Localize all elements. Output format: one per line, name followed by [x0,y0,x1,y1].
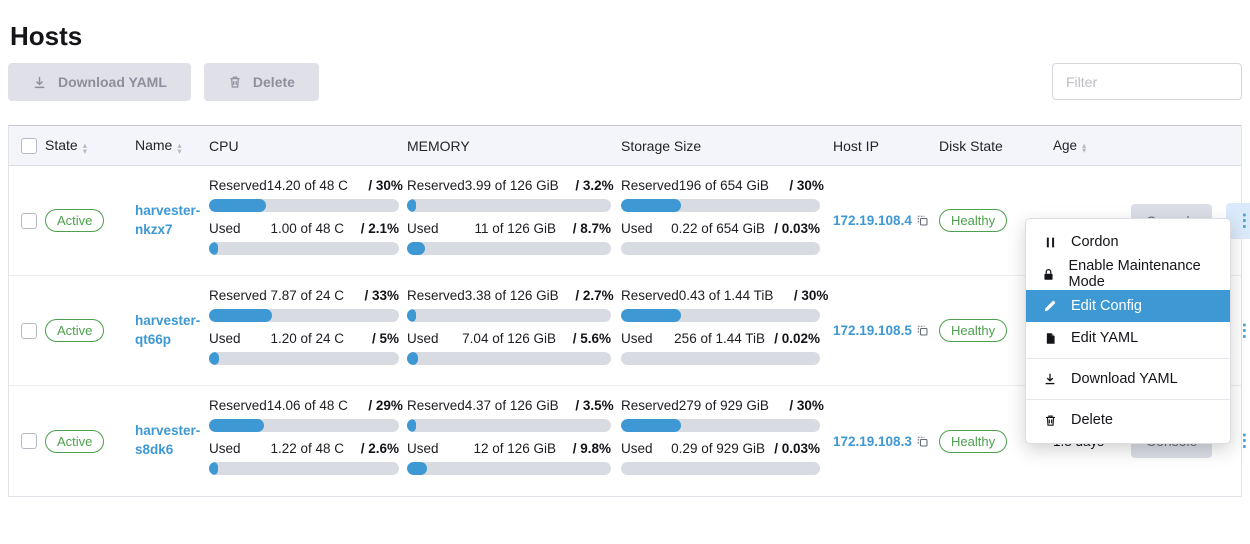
state-badge: Active [45,209,105,232]
menu-item-cordon[interactable]: Cordon [1026,226,1230,258]
delete-button[interactable]: Delete [203,63,319,101]
menu-divider [1026,399,1230,400]
disk-state-badge: Healthy [939,429,1008,453]
cpu-reserved-bar [209,308,399,322]
row-checkbox[interactable] [21,212,37,229]
storage-reserved-bar [621,419,820,432]
memory-meter: Reserved 3.99 of 126 GiB/ 3.2% Used 11 of … [407,178,614,255]
header-name[interactable]: Name ▴ ▾ [135,137,182,156]
sort-icon: ▴ ▾ [1082,139,1087,155]
row-actions-context-menu: Cordon Enable Maintenance Mode Edit Conf… [1025,218,1231,444]
select-all-checkbox[interactable] [21,137,37,154]
host-ip: 172.19.108.4 [833,213,912,228]
state-badge: Active [45,319,105,342]
storage-reserved-bar [621,198,820,212]
trash-icon [1042,414,1058,427]
pause-icon [1042,236,1058,249]
header-memory[interactable]: MEMORY [407,137,470,154]
host-name-link[interactable]: harvester-nkzx7 [135,202,201,237]
delete-label: Delete [252,74,295,90]
pencil-icon [1042,299,1058,313]
cpu-meter: Reserved 7.87 of 24 C/ 33% Used 1.20 of 24… [209,288,399,365]
storage-meter: Reserved 0.43 of 1.44 TiB/ 30% Used 256 of… [621,288,828,365]
memory-meter: Reserved 3.38 of 126 GiB/ 2.7% Used 7.04 o… [407,288,614,365]
memory-used-bar [407,351,611,365]
table-row: Active harvester-nkzx7 Reserved 14.20 of … [9,166,1250,276]
menu-item-edit-config[interactable]: Edit Config [1026,290,1230,322]
row-actions-menu-button[interactable]: ⋮ [1226,313,1250,349]
header-host-ip[interactable]: Host IP [833,137,879,154]
row-checkbox[interactable] [21,433,37,449]
menu-item-enable-maintenance-mode[interactable]: Enable Maintenance Mode [1026,258,1230,290]
memory-used-bar [407,241,611,255]
cpu-used-bar [209,351,399,365]
cpu-reserved-bar [209,419,399,432]
table-header-row: State ▴ ▾ Name ▴ ▾ CPU MEMORY Storage Size H… [9,126,1241,166]
disk-state-badge: Healthy [939,209,1008,232]
copy-icon[interactable] [916,214,929,227]
kebab-icon: ⋮ [1235,320,1250,340]
memory-reserved-bar [407,419,611,432]
storage-meter: Reserved 196 of 654 GiB/ 30% Used 0.22 of … [621,178,824,255]
cpu-used-bar [209,241,399,255]
host-ip: 172.19.108.5 [833,323,912,338]
header-storage[interactable]: Storage Size [621,137,702,154]
header-state[interactable]: State ▴ ▾ [45,137,87,156]
download-yaml-button[interactable]: Download YAML [8,63,191,101]
memory-reserved-bar [407,198,611,212]
download-icon [32,75,47,90]
menu-divider [1026,358,1230,359]
cpu-meter: Reserved 14.06 of 48 C/ 29% Used 1.22 of 4… [209,398,403,475]
cpu-used-bar [209,462,399,475]
trash-icon [228,75,242,89]
kebab-icon: ⋮ [1235,210,1250,230]
header-age[interactable]: Age ▴ ▾ [1053,137,1087,155]
row-actions-menu-button[interactable]: ⋮ [1226,423,1250,459]
sort-icon: ▴ ▾ [82,140,87,156]
file-icon [1042,332,1058,345]
memory-meter: Reserved 4.37 of 126 GiB/ 3.5% Used 12 of … [407,398,614,475]
row-actions-menu-button[interactable]: ⋮ [1226,202,1250,239]
copy-icon[interactable] [916,324,929,337]
storage-used-bar [621,462,820,475]
memory-reserved-bar [407,308,611,322]
menu-item-download-yaml[interactable]: Download YAML [1026,363,1230,395]
storage-reserved-bar [621,308,820,322]
download-yaml-label: Download YAML [58,74,167,90]
disk-state-badge: Healthy [939,319,1008,342]
header-disk-state[interactable]: Disk State [939,137,1003,154]
storage-used-bar [621,241,820,255]
memory-used-bar [407,462,611,475]
cpu-reserved-bar [209,198,399,212]
toolbar: Download YAML Delete [8,63,319,101]
cpu-meter: Reserved 14.20 of 48 C/ 30% Used 1.00 of 4… [209,178,403,255]
menu-item-edit-yaml[interactable]: Edit YAML [1026,322,1230,354]
table-row: Active harvester-qt66p Reserved 7.87 of 2… [9,276,1250,386]
page-title: Hosts [10,21,83,52]
table-row: Active harvester-s8dk6 Reserved 14.06 of … [9,386,1250,496]
header-cpu[interactable]: CPU [209,137,239,154]
menu-item-delete[interactable]: Delete [1026,404,1230,436]
sort-icon: ▴ ▾ [177,140,182,156]
filter-input[interactable] [1052,63,1242,100]
lock-icon [1042,268,1056,281]
host-ip: 172.19.108.3 [833,433,912,449]
copy-icon[interactable] [916,435,929,448]
row-checkbox[interactable] [21,322,37,339]
storage-meter: Reserved 279 of 929 GiB/ 30% Used 0.29 of … [621,398,824,475]
storage-used-bar [621,351,820,365]
kebab-icon: ⋮ [1235,431,1250,450]
host-name-link[interactable]: harvester-qt66p [135,312,201,347]
download-icon [1042,372,1058,386]
state-badge: Active [45,429,105,453]
host-name-link[interactable]: harvester-s8dk6 [135,423,201,457]
